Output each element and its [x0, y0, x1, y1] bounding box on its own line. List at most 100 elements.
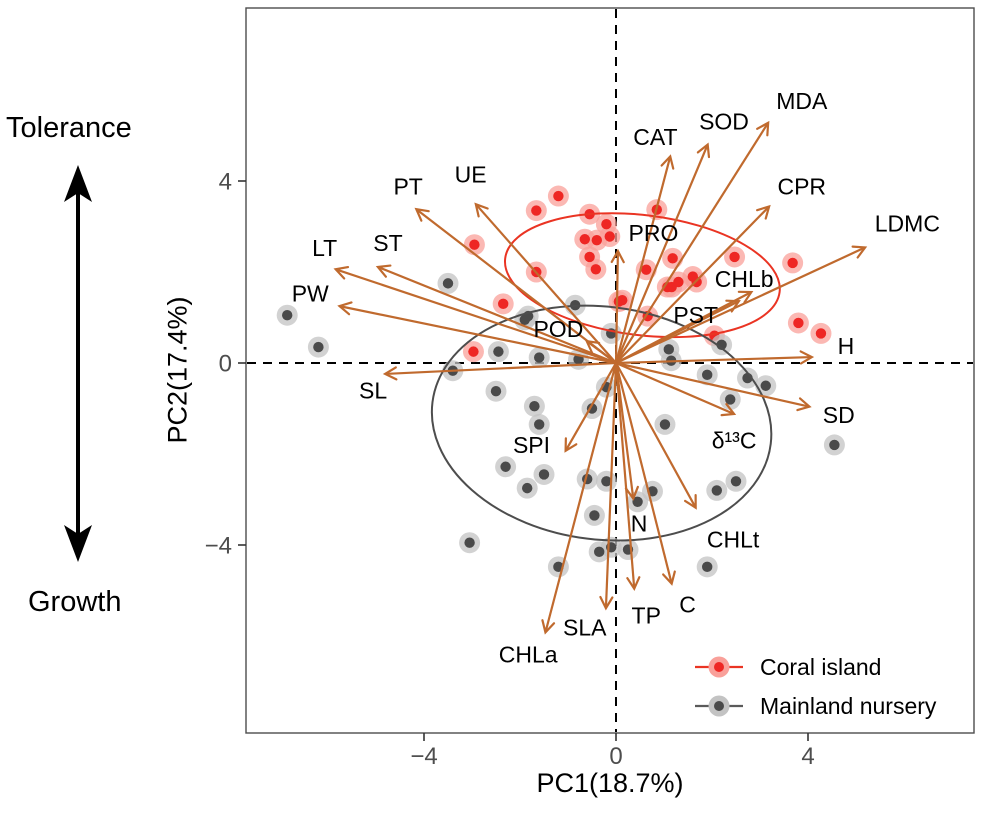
point-coralisland [617, 295, 628, 306]
point-coralisland [641, 264, 652, 275]
point-mainlandnursery [313, 341, 324, 353]
vector-5-ue [474, 202, 617, 364]
vector-label-19-n: N [631, 511, 648, 537]
vector-14-chlb [615, 290, 754, 364]
point-mainlandnursery [500, 461, 511, 472]
vector-6-pt [414, 207, 617, 364]
arrow-up-head-icon [64, 165, 92, 202]
point-coralisland [673, 276, 684, 288]
point-coralisland [729, 251, 740, 263]
legend-label-coral-island: Coral island [760, 653, 882, 680]
point-mainlandnursery [493, 346, 504, 357]
legend: Coral island Mainland nursery [692, 650, 936, 723]
vector-label-8-lt: LT [312, 235, 337, 261]
vector-label-12-pod: POD [533, 316, 583, 342]
vector-label-0-mda: MDA [776, 88, 828, 114]
vector-22-tp [614, 362, 641, 591]
vector-label-6-pt: PT [393, 173, 422, 199]
point-mainlandnursery [725, 394, 736, 405]
point-mainlandnursery [601, 476, 612, 487]
vector-label-20-chlt: CHLt [707, 526, 760, 552]
vector-label-2-cat: CAT [633, 124, 677, 150]
point-mainlandnursery [711, 485, 722, 496]
vector-label-3-cpr: CPR [777, 173, 826, 199]
vector-8-lt [333, 265, 617, 365]
point-coralisland [815, 328, 827, 339]
tolerance-label: Tolerance [6, 112, 132, 144]
tolerance-growth-arrow [64, 165, 92, 562]
vector-9-pw [337, 301, 617, 365]
vector-label-9-pw: PW [292, 280, 329, 306]
point-mainlandnursery [702, 369, 713, 381]
vector-10-sl [382, 361, 617, 381]
point-coralisland [469, 239, 480, 250]
point-mainlandnursery [829, 439, 840, 451]
point-coralisland [553, 190, 564, 202]
vector-label-16-sd: SD [823, 402, 855, 428]
point-mainlandnursery [663, 344, 674, 355]
point-coralisland [591, 234, 602, 246]
point-mainlandnursery [282, 310, 293, 321]
x-axis-tick-label: 0 [609, 743, 622, 770]
point-coralisland [793, 317, 804, 329]
point-coralisland [667, 253, 678, 264]
point-mainlandnursery [702, 561, 713, 573]
vector-17-c [615, 361, 737, 417]
point-mainlandnursery [522, 482, 533, 494]
vector-label-1-sod: SOD [699, 109, 749, 135]
confidence-ellipse-mainlandnursery [430, 304, 773, 542]
panel-border [245, 7, 975, 734]
x-axis-tick-label: 4 [801, 743, 814, 770]
vector-label-17-c: δ¹³C [712, 428, 757, 454]
vector-label-23-sla: SLA [563, 614, 607, 640]
point-mainlandnursery [442, 278, 454, 289]
point-mainlandnursery [760, 380, 771, 391]
legend-item-coral-island: Coral island [692, 650, 936, 684]
vector-label-22-tp: TP [632, 602, 661, 628]
point-mainlandnursery [594, 546, 605, 558]
vector-label-10-sl: SL [359, 378, 387, 404]
point-mainlandnursery [529, 401, 540, 412]
point-mainlandnursery [490, 386, 502, 397]
point-coralisland [590, 264, 602, 275]
point-coralisland [604, 231, 615, 242]
vector-11-pro [610, 248, 625, 364]
y-axis-title: PC2(17.4%) [162, 296, 193, 444]
vector-21-c [614, 362, 676, 586]
point-coralisland [579, 234, 590, 245]
y-axis-tick-label: 0 [219, 351, 232, 378]
point-coralisland [498, 298, 509, 310]
vector-15-h [615, 350, 815, 365]
growth-label: Growth [28, 586, 122, 618]
vector-23-sla [599, 362, 618, 611]
y-axis-tick-label: 4 [219, 169, 232, 196]
point-mainlandnursery [730, 476, 742, 487]
vector-label-14-chlb: CHLb [715, 266, 774, 292]
point-coralisland [601, 219, 612, 230]
vector-label-7-st: ST [373, 230, 402, 256]
legend-key-coral-island-icon [695, 656, 743, 678]
point-mainlandnursery [534, 352, 545, 363]
point-mainlandnursery [538, 469, 550, 480]
point-coralisland [468, 346, 479, 357]
x-axis-title: PC1(18.7%) [536, 768, 684, 798]
point-mainlandnursery [534, 419, 545, 430]
vector-20-chlt [615, 362, 697, 510]
vector-0-mda [615, 120, 770, 364]
vector-3-cpr [615, 204, 771, 364]
vector-24-chla [541, 362, 618, 635]
point-coralisland [584, 251, 595, 263]
point-mainlandnursery [464, 537, 475, 548]
vector-label-24-chla: CHLa [499, 642, 558, 668]
vector-label-11-pro: PRO [629, 220, 679, 246]
point-coralisland [787, 257, 798, 269]
vector-label-15-h: H [838, 333, 855, 359]
legend-label-mainland-nursery: Mainland nursery [760, 692, 937, 719]
y-axis-tick-label: −4 [205, 533, 232, 560]
legend-item-mainland-nursery: Mainland nursery [692, 689, 936, 723]
vector-18-spi [564, 362, 617, 453]
vector-2-cat [614, 154, 675, 364]
legend-key-mainland-nursery-icon [695, 695, 743, 717]
